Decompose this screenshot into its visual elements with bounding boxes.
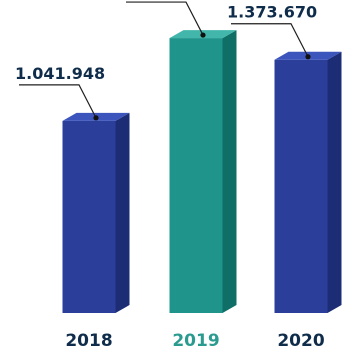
bar-group-2019: 1.491.0932019 [122, 0, 237, 351]
leader-dot-2019 [200, 32, 206, 38]
bar-2020 [274, 59, 328, 313]
category-label-2020: 2020 [277, 331, 324, 351]
bar-group-2020: 1.373.670 2020 [227, 3, 342, 351]
leader-dot-2018 [93, 115, 99, 121]
value-label-2020: 1.373.670 [227, 3, 317, 22]
bar-group-2018: 1.041.948 2018 [15, 64, 130, 351]
bar-2018 [62, 120, 116, 313]
category-label-2018: 2018 [65, 331, 112, 351]
bar-side-2020 [327, 51, 342, 314]
bar-2019 [169, 38, 223, 314]
leader-line-2019 [126, 1, 204, 36]
bar-side-2018 [115, 112, 130, 313]
bar-side-2019 [222, 30, 237, 313]
leader-line-2018 [19, 84, 97, 119]
value-label-2018: 1.041.948 [15, 64, 105, 83]
category-label-2019: 2019 [172, 331, 219, 351]
leader-line-2020 [231, 23, 309, 58]
leader-dot-2020 [305, 54, 311, 60]
